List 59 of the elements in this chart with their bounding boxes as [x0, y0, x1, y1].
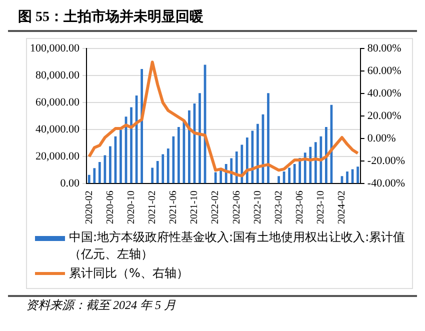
- x-tick-label: 2023-10: [316, 190, 327, 224]
- bar: [93, 168, 96, 184]
- legend-label: 累计同比（%、右轴）: [69, 265, 188, 282]
- x-tick-label: 2020-06: [104, 190, 116, 224]
- bar: [178, 126, 180, 184]
- bar: [198, 93, 201, 184]
- bar: [140, 68, 143, 184]
- x-tick-label: 2022-02: [210, 190, 222, 224]
- bar: [166, 148, 170, 184]
- bar: [151, 168, 154, 184]
- chart-title: 图 55：土拍市场并未明显回暖: [8, 8, 417, 32]
- text: 资料来源：截至 2024 年 5 月: [26, 297, 177, 314]
- x-tick-label: 2021-10: [189, 190, 200, 224]
- legend-label: 中国:地方本级政府性基金收入:国有土地使用权出让收入:累计值（亿元、左轴）: [69, 229, 406, 263]
- x-tick-label: 2021-02: [146, 190, 158, 224]
- bar: [98, 162, 101, 184]
- y-tick-label: 100,000.00: [30, 42, 80, 54]
- y-tick-label: 80,000.00: [36, 70, 80, 82]
- bar: [256, 124, 259, 184]
- bar: [88, 174, 90, 184]
- bar: [320, 136, 322, 184]
- bar: [356, 166, 359, 184]
- bar: [188, 110, 190, 184]
- bar: [309, 146, 312, 184]
- y2-tick-label: -40.00%: [367, 178, 405, 190]
- bar: [162, 154, 164, 184]
- x-tick-label: 2022-06: [231, 190, 242, 224]
- bar: [346, 172, 348, 184]
- x-tick-label: 2023-06: [294, 190, 306, 224]
- bar: [251, 130, 254, 184]
- bar: [314, 142, 317, 184]
- bar: [130, 107, 132, 184]
- bar: [278, 176, 280, 184]
- y-tick-label: 60,000.00: [36, 96, 80, 109]
- y2-tick-label: 0.00%: [367, 132, 396, 145]
- bar: [304, 152, 306, 184]
- x-tick-label: 2020-02: [84, 190, 95, 224]
- bar: [120, 130, 122, 184]
- x-tick-label: 2023-02: [273, 190, 284, 224]
- y2-tick-label: 80.00%: [367, 42, 402, 54]
- bar: [267, 93, 270, 184]
- x-tick-label: 2020-10: [126, 190, 137, 224]
- y2-tick-label: -20.00%: [367, 155, 405, 168]
- y2-tick-label: 20.00%: [367, 110, 402, 122]
- x-tick-label: 2022-10: [252, 190, 264, 224]
- bar: [172, 136, 175, 184]
- bar: [288, 168, 290, 184]
- y-tick-label: 0.00: [60, 178, 80, 190]
- bar: [246, 137, 248, 184]
- bar: [293, 164, 296, 184]
- x-tick-label: 2021-06: [168, 190, 180, 224]
- y2-tick-label: 60.00%: [367, 65, 402, 77]
- y-tick-label: 20,000.00: [36, 150, 80, 163]
- bar: [109, 146, 112, 184]
- y-tick-label: 40,000.00: [36, 124, 80, 136]
- bar: [325, 126, 328, 184]
- x-tick-label: 2024-02: [336, 190, 348, 224]
- y2-tick-label: 40.00%: [367, 88, 402, 100]
- bar: [156, 160, 159, 184]
